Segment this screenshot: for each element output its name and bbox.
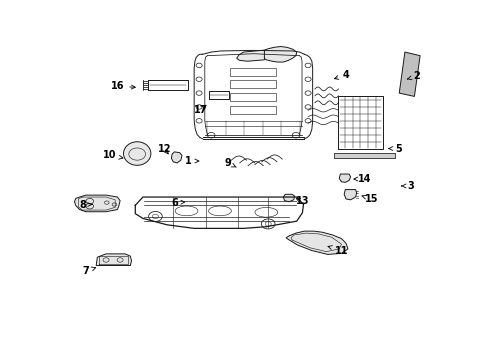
Text: 4: 4 <box>335 70 349 80</box>
Polygon shape <box>74 195 120 212</box>
Text: 13: 13 <box>295 196 309 206</box>
Polygon shape <box>286 231 348 255</box>
Polygon shape <box>96 254 131 266</box>
Text: 14: 14 <box>354 174 372 184</box>
Polygon shape <box>399 52 420 96</box>
Text: 15: 15 <box>362 194 379 204</box>
Polygon shape <box>237 50 265 61</box>
Ellipse shape <box>123 142 151 165</box>
Text: 10: 10 <box>103 150 123 161</box>
Bar <box>230 93 276 102</box>
Text: 5: 5 <box>389 144 402 153</box>
Text: 9: 9 <box>224 158 236 168</box>
Polygon shape <box>262 46 297 62</box>
Polygon shape <box>339 174 351 183</box>
Polygon shape <box>334 153 395 158</box>
Text: 8: 8 <box>80 199 92 210</box>
Text: 2: 2 <box>407 72 420 81</box>
Text: 1: 1 <box>185 156 199 166</box>
Bar <box>230 68 276 76</box>
Text: 17: 17 <box>194 105 208 115</box>
Polygon shape <box>172 152 182 163</box>
Bar <box>230 106 276 114</box>
Polygon shape <box>283 194 295 202</box>
Bar <box>230 80 276 89</box>
Text: 7: 7 <box>82 266 96 276</box>
Text: 12: 12 <box>158 144 172 154</box>
Polygon shape <box>344 190 357 200</box>
Text: 16: 16 <box>111 81 135 91</box>
Text: 3: 3 <box>402 181 414 191</box>
Text: 6: 6 <box>171 198 185 208</box>
Text: 11: 11 <box>328 246 348 256</box>
